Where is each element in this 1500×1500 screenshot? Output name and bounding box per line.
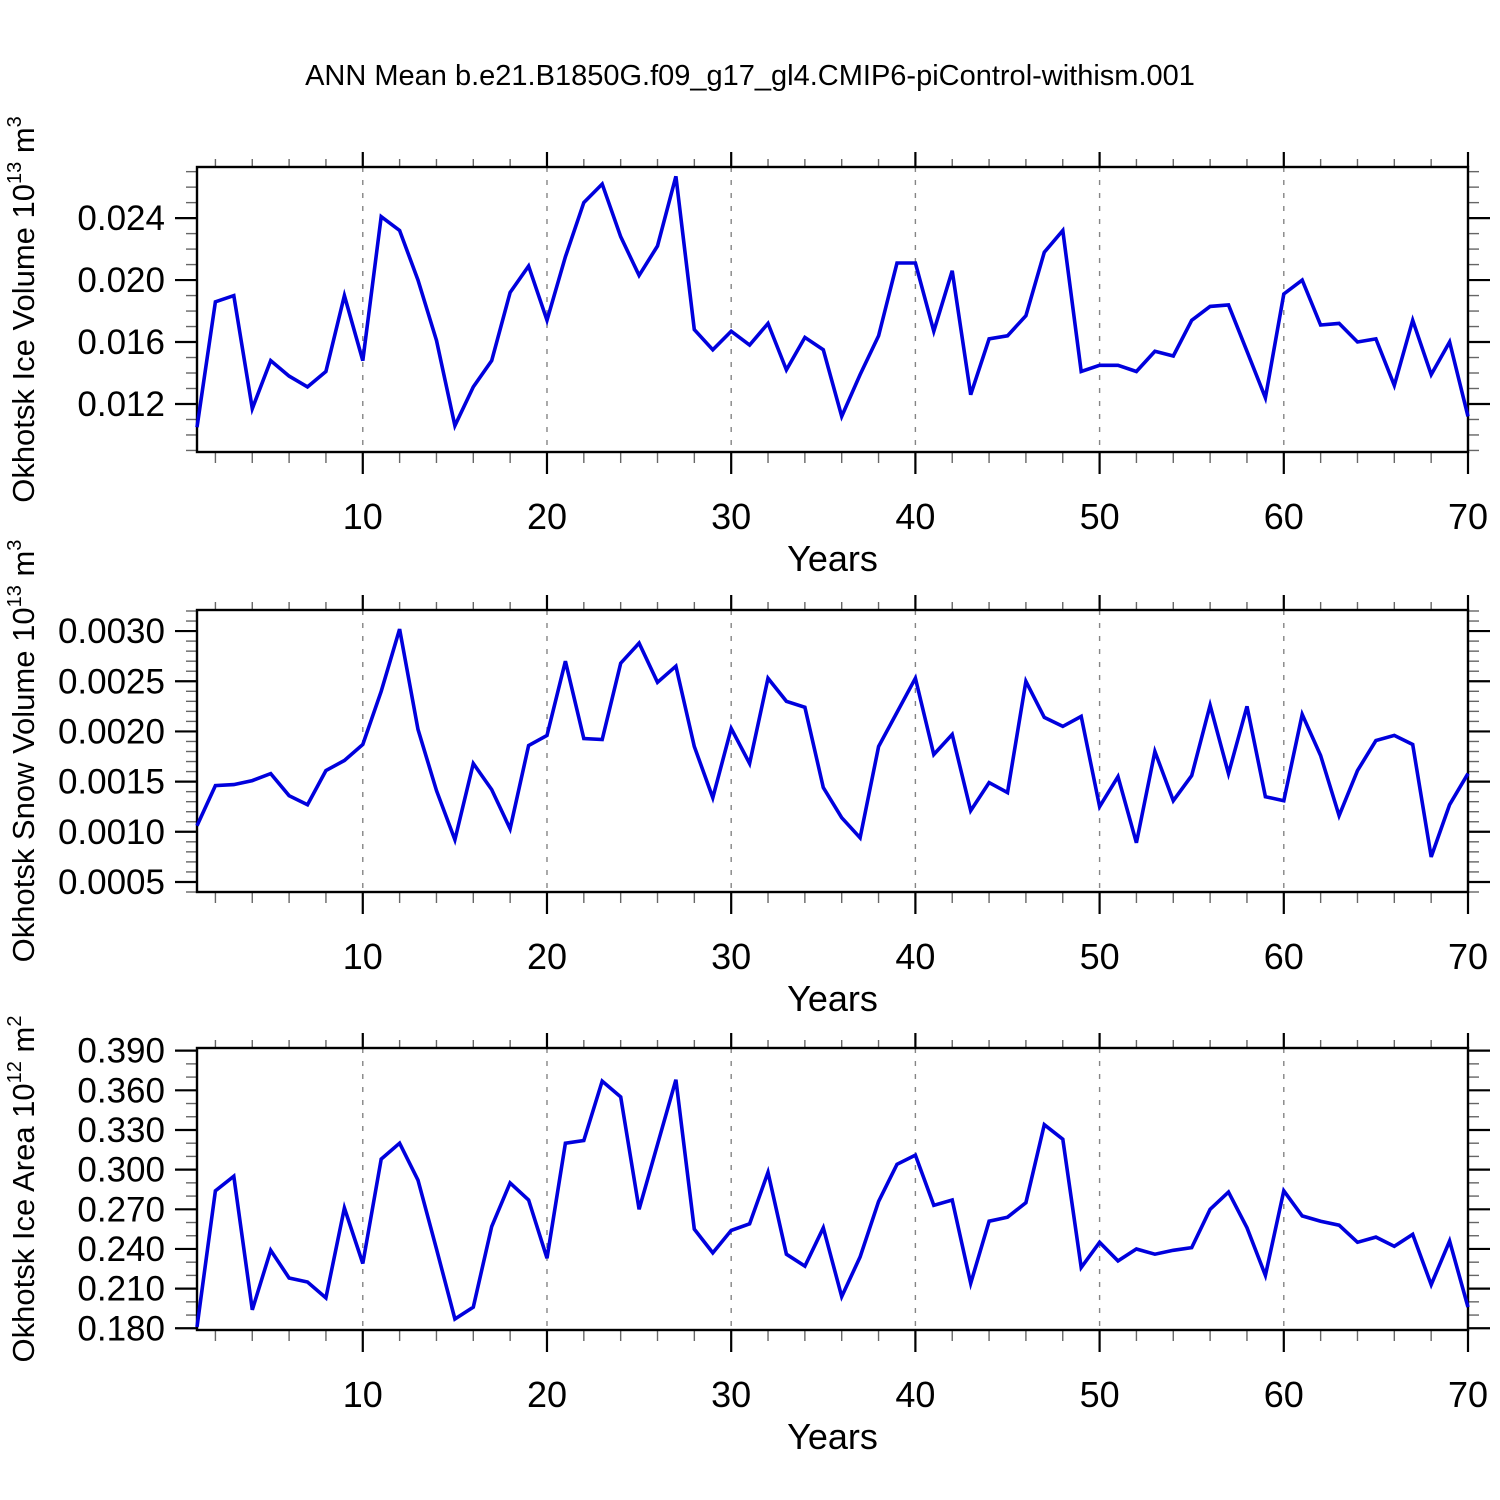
x-axis-title: Years	[787, 1416, 878, 1457]
y-axis-title: Okhotsk Ice Area 1012 m2	[4, 1016, 41, 1363]
x-tick-label: 30	[711, 1374, 751, 1415]
x-tick-label: 70	[1448, 496, 1488, 537]
y-tick-label: 0.180	[77, 1309, 165, 1348]
x-tick-label: 30	[711, 496, 751, 537]
x-tick-label: 10	[343, 936, 383, 977]
y-tick-label: 0.300	[77, 1151, 165, 1190]
panel-okhotsk-ice-area: 10 20 30 40 50 60 700.1800.2100.2400.2700.3000…	[4, 1016, 1490, 1457]
x-tick-label: 60	[1264, 1374, 1304, 1415]
y-tick-label: 0.330	[77, 1111, 165, 1150]
y-axis-title: Okhotsk Ice Volume 1013 m3	[4, 116, 41, 503]
x-tick-label: 60	[1264, 496, 1304, 537]
x-tick-label: 40	[895, 1374, 935, 1415]
x-tick-label: 50	[1080, 1374, 1120, 1415]
y-tick-label: 0.016	[77, 323, 165, 362]
y-tick-label: 0.0015	[58, 763, 165, 802]
x-tick-label: 40	[895, 936, 935, 977]
y-tick-label: 0.360	[77, 1071, 165, 1110]
x-tick-label: 70	[1448, 936, 1488, 977]
okhotsk-ice-area-line	[195, 1077, 1470, 1328]
x-tick-label: 20	[527, 496, 567, 537]
panel-okhotsk-ice-volume: 10 20 30 40 50 60 70 0.012 0.016 0.020 0.024 Years O…	[4, 116, 1490, 579]
y-tick-label: 0.0010	[58, 813, 165, 852]
y-tick-label: 0.0005	[58, 863, 165, 902]
y-tick-label: 0.210	[77, 1270, 165, 1309]
plot-frame	[195, 608, 1470, 894]
x-tick-label: 10	[343, 496, 383, 537]
x-tick-label: 30	[711, 936, 751, 977]
panel-okhotsk-snow-volume: 10 20 30 40 50 60 70 0.0005 0.0010 0.0015 0.0020 0.…	[4, 540, 1490, 1019]
y-axis-title: Okhotsk Snow Volume 1013 m3	[4, 540, 41, 963]
plot-frame	[195, 165, 1470, 454]
okhotsk-snow-volume-line	[195, 628, 1470, 858]
x-tick-label: 50	[1080, 496, 1120, 537]
plot-frame	[195, 1046, 1470, 1332]
y-tick-label: 0.0025	[58, 662, 165, 701]
y-tick-label: 0.020	[77, 261, 165, 300]
x-axis-title: Years	[787, 978, 878, 1019]
okhotsk-ice-volume-line	[195, 175, 1470, 432]
y-tick-label: 0.024	[77, 199, 165, 238]
y-tick-label: 0.240	[77, 1230, 165, 1269]
y-tick-label: 0.0020	[58, 712, 165, 751]
x-tick-label: 10	[343, 1374, 383, 1415]
y-tick-label: 0.0030	[58, 612, 165, 651]
x-axis-title: Years	[787, 538, 878, 579]
y-tick-label: 0.270	[77, 1190, 165, 1229]
y-tick-label: 0.390	[77, 1032, 165, 1071]
x-tick-label: 20	[527, 1374, 567, 1415]
x-tick-label: 50	[1080, 936, 1120, 977]
y-tick-label: 0.012	[77, 385, 165, 424]
x-tick-label: 20	[527, 936, 567, 977]
x-tick-label: 40	[895, 496, 935, 537]
x-tick-label: 70	[1448, 1374, 1488, 1415]
x-tick-label: 60	[1264, 936, 1304, 977]
chart-title: ANN Mean b.e21.B1850G.f09_g17_gl4.CMIP6-…	[305, 60, 1195, 92]
